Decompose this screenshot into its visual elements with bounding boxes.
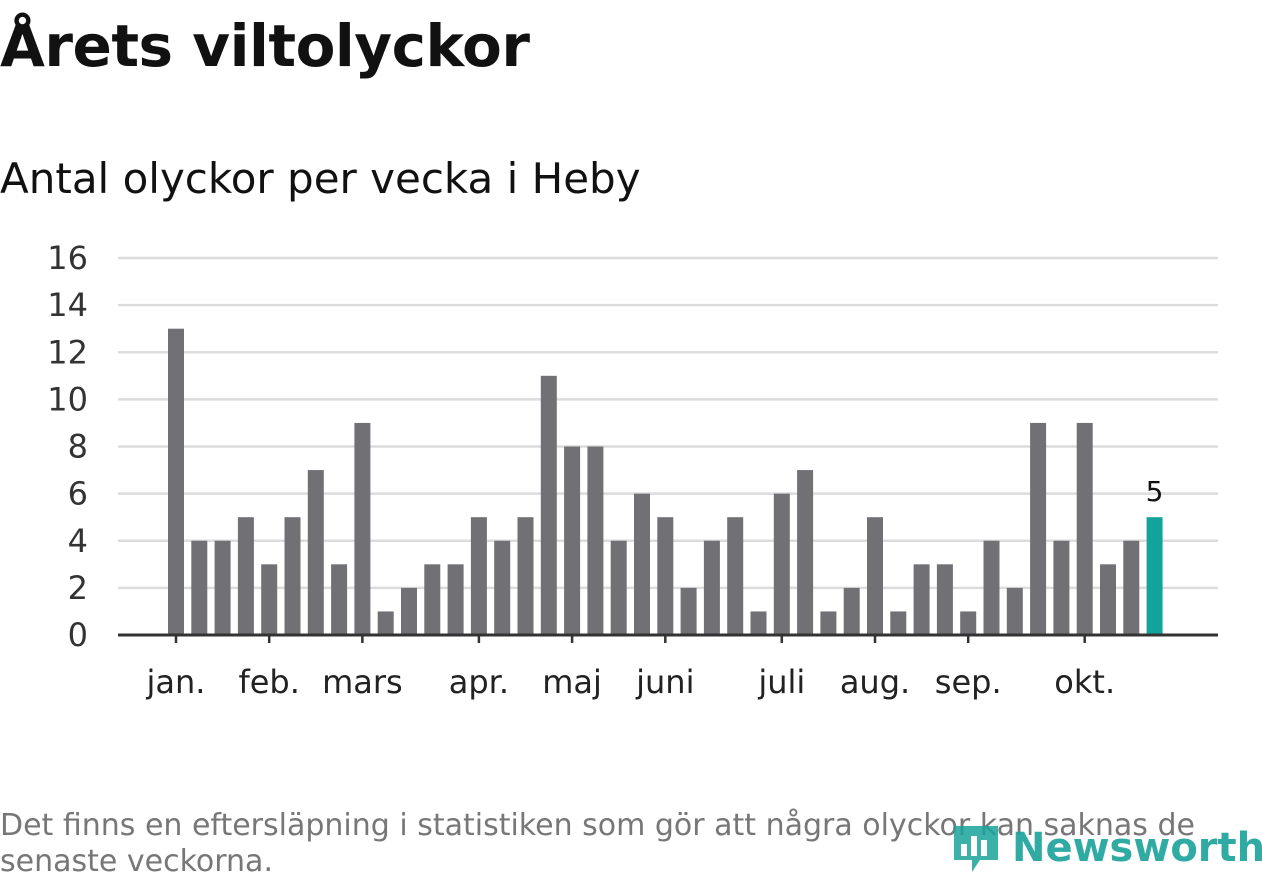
x-tick-label: mars: [322, 663, 403, 701]
bar: [773, 493, 790, 635]
bar: [564, 446, 581, 635]
x-tick-label: aug.: [840, 663, 910, 701]
bar: [307, 470, 324, 635]
bar: [610, 540, 627, 635]
y-axis-ticks: 0 2 4 6 8 10 12 14 16: [47, 239, 88, 654]
bar: [261, 564, 278, 635]
bar: [494, 540, 511, 635]
bar: [843, 587, 860, 635]
bar: [820, 611, 837, 635]
y-tick-label: 2: [68, 569, 88, 607]
y-tick-label: 10: [47, 380, 88, 418]
x-tick-label: apr.: [449, 663, 509, 701]
bars: [168, 328, 1163, 635]
bar: [540, 375, 557, 635]
x-tick-label: okt.: [1054, 663, 1115, 701]
x-tick-label: juni: [635, 663, 694, 701]
y-tick-label: 6: [68, 475, 88, 513]
bar: [447, 564, 464, 635]
chart-subtitle: Antal olyckor per vecka i Heby: [0, 154, 641, 203]
bar: [1076, 422, 1093, 635]
bar: [890, 611, 907, 635]
bar: [354, 422, 371, 635]
y-tick-label: 14: [47, 286, 88, 324]
newsworthy-logo-icon: [954, 826, 998, 872]
bar: [1053, 540, 1070, 635]
x-axis-ticks: jan. feb. mars apr. maj juni juli aug. sep. okt.: [146, 635, 1115, 701]
x-tick-label: juli: [757, 663, 805, 701]
data-labels: 5: [1146, 475, 1164, 508]
bar: [634, 493, 650, 635]
bar: [797, 470, 814, 635]
x-tick-label: maj: [542, 663, 602, 701]
x-tick-label: jan.: [146, 663, 206, 701]
newsworthy-logo: Newsworthy: [950, 818, 1262, 878]
bar-chart: 0 2 4 6 8 10 12 14 16 jan. feb. mars apr. maj juni jul…: [47, 239, 1218, 701]
bar: [284, 517, 301, 635]
bar: [587, 446, 604, 635]
data-label: 5: [1146, 475, 1164, 508]
bar: [1006, 587, 1023, 635]
bar: [936, 564, 953, 635]
bar: [377, 611, 394, 635]
bar: [168, 328, 184, 635]
y-tick-label: 12: [47, 333, 88, 371]
highlighted-bar: [1146, 517, 1163, 635]
bar: [703, 540, 720, 635]
bar: [960, 611, 977, 635]
bar: [1100, 564, 1116, 635]
chart-title: Årets viltolyckor: [0, 12, 530, 80]
bar: [867, 517, 883, 635]
bar: [727, 517, 744, 635]
bar: [1123, 540, 1140, 635]
y-tick-label: 4: [68, 522, 88, 560]
bar: [657, 517, 674, 635]
bar: [191, 540, 208, 635]
bar: [913, 564, 930, 635]
bar: [424, 564, 441, 635]
bar: [1030, 422, 1047, 635]
bar: [401, 587, 417, 635]
y-tick-label: 0: [68, 616, 88, 654]
y-tick-label: 8: [68, 428, 88, 466]
bar: [750, 611, 767, 635]
bar: [680, 587, 697, 635]
bar: [517, 517, 534, 635]
bar: [331, 564, 348, 635]
y-tick-label: 16: [47, 239, 88, 277]
x-tick-label: feb.: [238, 663, 299, 701]
x-tick-label: sep.: [935, 663, 1002, 701]
logo-text: Newsworthy: [1012, 825, 1262, 871]
gridlines: [118, 256, 1218, 590]
bar: [214, 540, 231, 635]
bar: [983, 540, 1000, 635]
bar: [470, 517, 487, 635]
bar: [237, 517, 254, 635]
